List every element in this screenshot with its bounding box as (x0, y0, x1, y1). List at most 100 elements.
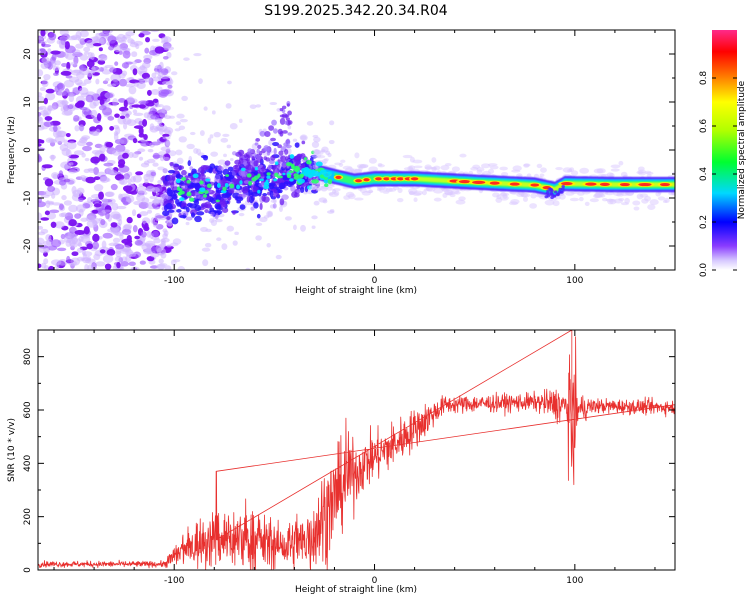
spectrogram-cell (241, 171, 248, 177)
spectrogram-cell (113, 213, 121, 220)
spectrogram-cell (133, 125, 144, 129)
spectrogram-cell (326, 210, 335, 214)
y-tick-label: 0 (23, 147, 33, 153)
y-tick-label: 400 (23, 454, 33, 471)
spectrogram-cell (40, 217, 50, 221)
spectrogram-cell (102, 66, 108, 70)
spectrogram-cell (75, 204, 86, 213)
spectrogram-cell (159, 154, 165, 162)
spectrogram-cell (272, 141, 280, 147)
spectrogram-cell (74, 213, 82, 219)
spectrogram-cell (281, 194, 289, 200)
spectrogram-cell (408, 190, 414, 196)
spectrogram-cell (122, 201, 129, 206)
spectrogram-cell (214, 219, 223, 223)
spectrogram-cell (74, 125, 80, 132)
y-tick-label: 800 (23, 348, 33, 365)
spectrogram-cell (236, 184, 241, 190)
spectrogram-cell (127, 178, 132, 185)
spectrogram-cell (301, 140, 306, 145)
spectrogram-cell (191, 168, 197, 176)
spectrogram-cell (354, 152, 360, 159)
spectrogram-cell (311, 184, 317, 191)
spectrogram-cell (65, 53, 75, 60)
spectrogram-cell (180, 308, 186, 312)
spectrogram-cell (359, 187, 367, 194)
spectrogram-cell (211, 110, 216, 115)
spectrogram-cell (41, 43, 52, 48)
spectrogram-cell (43, 258, 49, 265)
spectrogram-cell (177, 266, 185, 270)
spectrogram-cell (657, 196, 666, 201)
spectrogram-cell (179, 197, 185, 202)
spectrogram-cell (209, 196, 214, 202)
spectrogram-cell (264, 131, 271, 137)
spectrogram-cell (106, 248, 116, 256)
spectrogram-cell (154, 46, 165, 54)
spectrogram-y-axis-label: Frequency (Hz) (7, 116, 17, 184)
spectrogram-cell (190, 212, 196, 218)
spectrogram-cell (95, 78, 100, 85)
spectrogram-cell (50, 239, 62, 248)
spectrogram-cell (593, 168, 604, 174)
spectrogram-cell (64, 88, 70, 97)
spectrogram-cell (545, 191, 550, 195)
spectrogram-cell (149, 123, 155, 131)
spectrogram-cell (60, 161, 72, 169)
spectrogram-cell (125, 83, 135, 88)
spectrogram-cell (77, 100, 85, 108)
y-tick-label: 200 (23, 508, 33, 525)
spectrogram-cell (183, 57, 190, 61)
spectrogram-cell (131, 51, 138, 58)
spectrogram-cell (413, 190, 423, 196)
spectrogram-cell (73, 115, 80, 122)
spectrogram-cell (162, 133, 170, 138)
colorbar-tick-label: 0.6 (699, 119, 709, 134)
spectrogram-cell (561, 187, 565, 191)
spectrogram-cell (248, 180, 253, 186)
spectrogram-cell (126, 195, 135, 203)
spectrogram-cell (556, 193, 560, 197)
spectrogram-cell (259, 130, 266, 137)
spectrogram-cell (138, 133, 145, 138)
spectrogram-cell (167, 209, 175, 213)
spectrogram-cell (165, 202, 173, 210)
spectrogram-cell (272, 192, 280, 198)
spectrogram-cell (558, 187, 563, 191)
spectrogram-cell (272, 203, 277, 209)
spectrogram-cell (92, 233, 100, 242)
spectrogram-cell (266, 243, 271, 248)
spectrogram-cell (569, 167, 575, 172)
spectrogram-cell (38, 48, 47, 55)
spectrogram-cell (424, 166, 434, 170)
spectrogram-cell (38, 147, 46, 152)
spectrogram-cell (234, 164, 239, 169)
spectrogram-cell (613, 198, 623, 204)
spectrogram-cell (107, 116, 115, 121)
spectrogram-cell (103, 162, 114, 167)
spectrogram-cell (38, 143, 42, 147)
spectrogram-cell (296, 189, 301, 194)
spectrogram-cell (150, 141, 161, 146)
spectrogram-cell (134, 240, 143, 246)
spectrogram-cell (99, 249, 106, 254)
spectrogram-cell (274, 161, 279, 166)
spectrogram-cell (281, 105, 287, 110)
spectrogram-cell (68, 76, 80, 83)
spectrogram-cell (289, 154, 295, 159)
spectrogram-cell (200, 202, 209, 209)
spectrogram-cell (311, 179, 319, 184)
spectrogram-cell (219, 173, 224, 180)
spectrogram-cell (102, 30, 113, 34)
spectrogram-cell (238, 149, 245, 156)
spectrogram-cell (170, 182, 175, 190)
spectrogram-cell (618, 160, 624, 166)
spectrogram-cell (102, 232, 113, 239)
colorbar-ticks: 0.0 0.2 0.4 0.6 0.8 (699, 71, 737, 277)
spectrogram-cell (99, 153, 106, 162)
spectrogram-cell (163, 198, 168, 204)
spectrogram-peak (561, 182, 573, 186)
spectrogram-cell (561, 185, 565, 189)
spectrogram-cell (340, 159, 346, 163)
spectrogram-cell (206, 183, 212, 189)
